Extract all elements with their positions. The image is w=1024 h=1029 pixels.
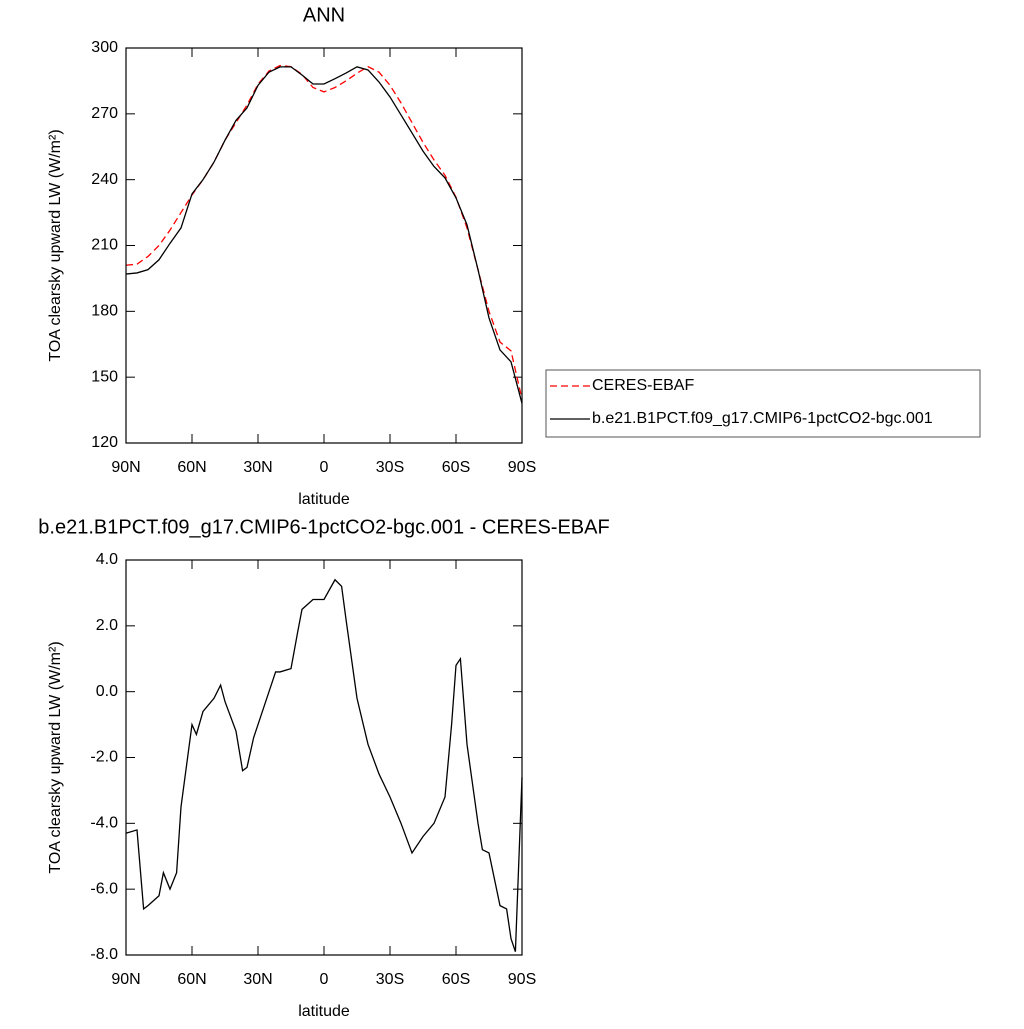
x-tick-label: 30S [376, 459, 404, 476]
x-tick-label: 60N [177, 971, 206, 988]
plot-frame [125, 559, 523, 956]
x-tick-label: 60S [442, 971, 470, 988]
y-tick-label: 0.0 [96, 683, 118, 700]
x-axis-label: latitude [298, 491, 350, 508]
y-tick-label: 4.0 [96, 551, 118, 568]
x-tick-label: 60N [177, 459, 206, 476]
x-tick-label: 90S [508, 459, 536, 476]
legend-label: b.e21.B1PCT.f09_g17.CMIP6-1pctCO2-bgc.00… [592, 410, 933, 427]
x-tick-label: 90N [111, 459, 140, 476]
data-line [125, 578, 523, 952]
x-tick-label: 90S [508, 971, 536, 988]
y-tick-label: 180 [91, 303, 118, 320]
legend-box [545, 369, 981, 438]
legend-label: CERES-EBAF [592, 377, 694, 394]
y-tick-label: 240 [91, 171, 118, 188]
x-tick-label: 30N [243, 971, 272, 988]
y-tick-label: 300 [91, 39, 118, 56]
x-tick-label: 90N [111, 971, 140, 988]
data-line [125, 64, 523, 400]
y-tick-label: -8.0 [90, 946, 118, 963]
y-tick-label: 150 [91, 368, 118, 385]
y-tick-label: -2.0 [90, 749, 118, 766]
chart-title: b.e21.B1PCT.f09_g17.CMIP6-1pctCO2-bgc.00… [38, 516, 609, 538]
x-tick-label: 0 [320, 459, 329, 476]
x-tick-label: 30S [376, 971, 404, 988]
y-axis-label: TOA clearsky upward LW (W/m²) [47, 129, 64, 361]
y-tick-label: 270 [91, 105, 118, 122]
y-tick-label: 210 [91, 237, 118, 254]
y-axis-label: TOA clearsky upward LW (W/m²) [47, 641, 64, 873]
y-tick-label: -6.0 [90, 880, 118, 897]
y-tick-label: 120 [91, 434, 118, 451]
x-tick-label: 60S [442, 459, 470, 476]
x-tick-label: 30N [243, 459, 272, 476]
y-tick-label: -4.0 [90, 815, 118, 832]
x-axis-label: latitude [298, 1003, 350, 1020]
y-tick-label: 2.0 [96, 617, 118, 634]
x-tick-label: 0 [320, 971, 329, 988]
data-line [125, 66, 523, 404]
plot-frame [125, 47, 523, 444]
chart-title: ANN [303, 4, 345, 26]
